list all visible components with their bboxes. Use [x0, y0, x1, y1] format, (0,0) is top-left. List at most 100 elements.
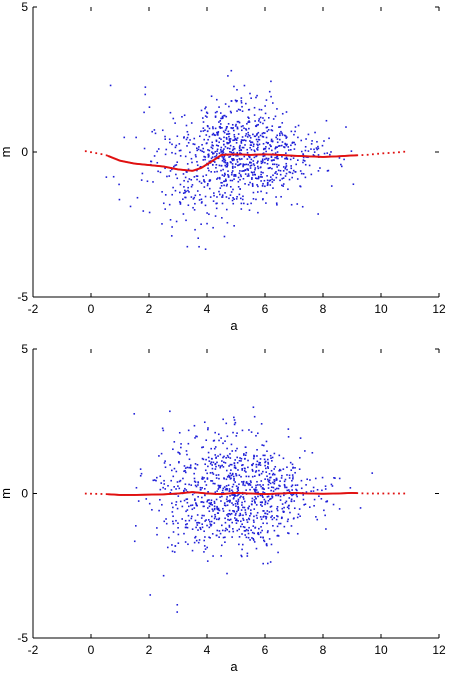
- data-point: [217, 484, 220, 487]
- data-point: [272, 102, 274, 104]
- data-point: [190, 185, 193, 188]
- data-point: [211, 144, 214, 146]
- data-point: [245, 129, 248, 131]
- data-point: [195, 485, 198, 488]
- data-point: [163, 479, 165, 482]
- data-point: [251, 486, 253, 489]
- data-point: [241, 481, 243, 483]
- data-point: [289, 158, 292, 161]
- data-point: [251, 184, 254, 187]
- data-point: [186, 245, 189, 248]
- data-point: [330, 185, 333, 187]
- data-point: [207, 491, 209, 493]
- data-point: [275, 494, 277, 497]
- data-point: [247, 484, 250, 486]
- data-point: [164, 488, 167, 490]
- data-point: [201, 201, 203, 203]
- data-point: [269, 176, 272, 178]
- data-point: [269, 482, 272, 485]
- data-point: [278, 126, 280, 128]
- data-point: [233, 479, 235, 482]
- data-point: [257, 484, 259, 486]
- data-point: [254, 177, 257, 180]
- data-point: [162, 486, 164, 489]
- data-point: [285, 156, 288, 159]
- data-point: [232, 202, 235, 205]
- data-point: [251, 500, 253, 503]
- data-point: [296, 178, 299, 180]
- fit-point: [387, 152, 390, 154]
- data-point: [237, 108, 240, 111]
- data-point: [268, 167, 271, 169]
- data-point: [210, 499, 213, 502]
- data-point: [202, 501, 205, 504]
- data-point: [218, 164, 221, 167]
- data-point: [273, 163, 276, 166]
- data-point: [256, 184, 258, 186]
- data-point: [215, 163, 218, 166]
- data-point: [267, 495, 270, 498]
- data-point: [174, 122, 176, 124]
- data-point: [203, 186, 206, 188]
- data-point: [201, 526, 204, 529]
- data-point: [223, 235, 226, 238]
- data-point: [201, 501, 203, 503]
- data-point: [214, 215, 217, 217]
- data-point: [135, 486, 138, 489]
- data-point: [249, 484, 252, 486]
- data-point: [228, 147, 231, 150]
- data-point: [196, 160, 198, 163]
- data-point: [265, 440, 268, 443]
- data-point: [208, 505, 211, 508]
- data-point: [246, 136, 249, 138]
- data-point: [265, 146, 267, 148]
- data-point: [222, 149, 224, 152]
- data-point: [246, 519, 248, 521]
- data-point: [233, 423, 236, 426]
- data-point: [226, 476, 229, 478]
- x-tick-label: 8: [320, 302, 327, 316]
- data-point: [187, 168, 190, 171]
- data-point: [213, 508, 216, 511]
- data-point: [292, 157, 295, 159]
- data-point: [204, 520, 206, 522]
- data-point: [283, 506, 285, 509]
- data-point: [263, 458, 266, 461]
- data-point: [248, 429, 250, 431]
- data-point: [230, 477, 232, 480]
- data-point: [256, 162, 258, 164]
- data-point: [254, 475, 256, 477]
- data-point: [269, 454, 272, 457]
- data-point: [248, 161, 251, 164]
- data-point: [232, 139, 234, 142]
- data-point: [242, 519, 245, 521]
- data-point: [273, 473, 276, 476]
- data-point: [292, 169, 295, 172]
- data-point: [187, 133, 190, 136]
- data-point: [229, 499, 231, 502]
- data-point: [244, 169, 247, 171]
- data-point: [266, 562, 269, 565]
- data-point: [278, 454, 281, 457]
- data-point: [291, 484, 294, 487]
- data-point: [294, 466, 296, 469]
- data-point: [252, 191, 255, 194]
- data-point: [196, 435, 198, 438]
- data-point: [315, 147, 318, 149]
- data-point: [338, 477, 341, 480]
- data-point: [285, 165, 288, 167]
- data-point: [221, 182, 223, 184]
- data-point: [241, 548, 243, 551]
- data-point: [206, 130, 209, 133]
- data-point: [191, 549, 194, 552]
- data-point: [206, 116, 208, 118]
- data-point: [221, 202, 224, 205]
- data-point: [226, 488, 228, 490]
- data-point: [156, 150, 158, 153]
- data-point: [169, 111, 172, 114]
- data-point: [228, 490, 231, 492]
- data-point: [231, 502, 233, 504]
- data-point: [300, 487, 303, 490]
- data-point: [286, 143, 288, 146]
- data-point: [270, 476, 272, 479]
